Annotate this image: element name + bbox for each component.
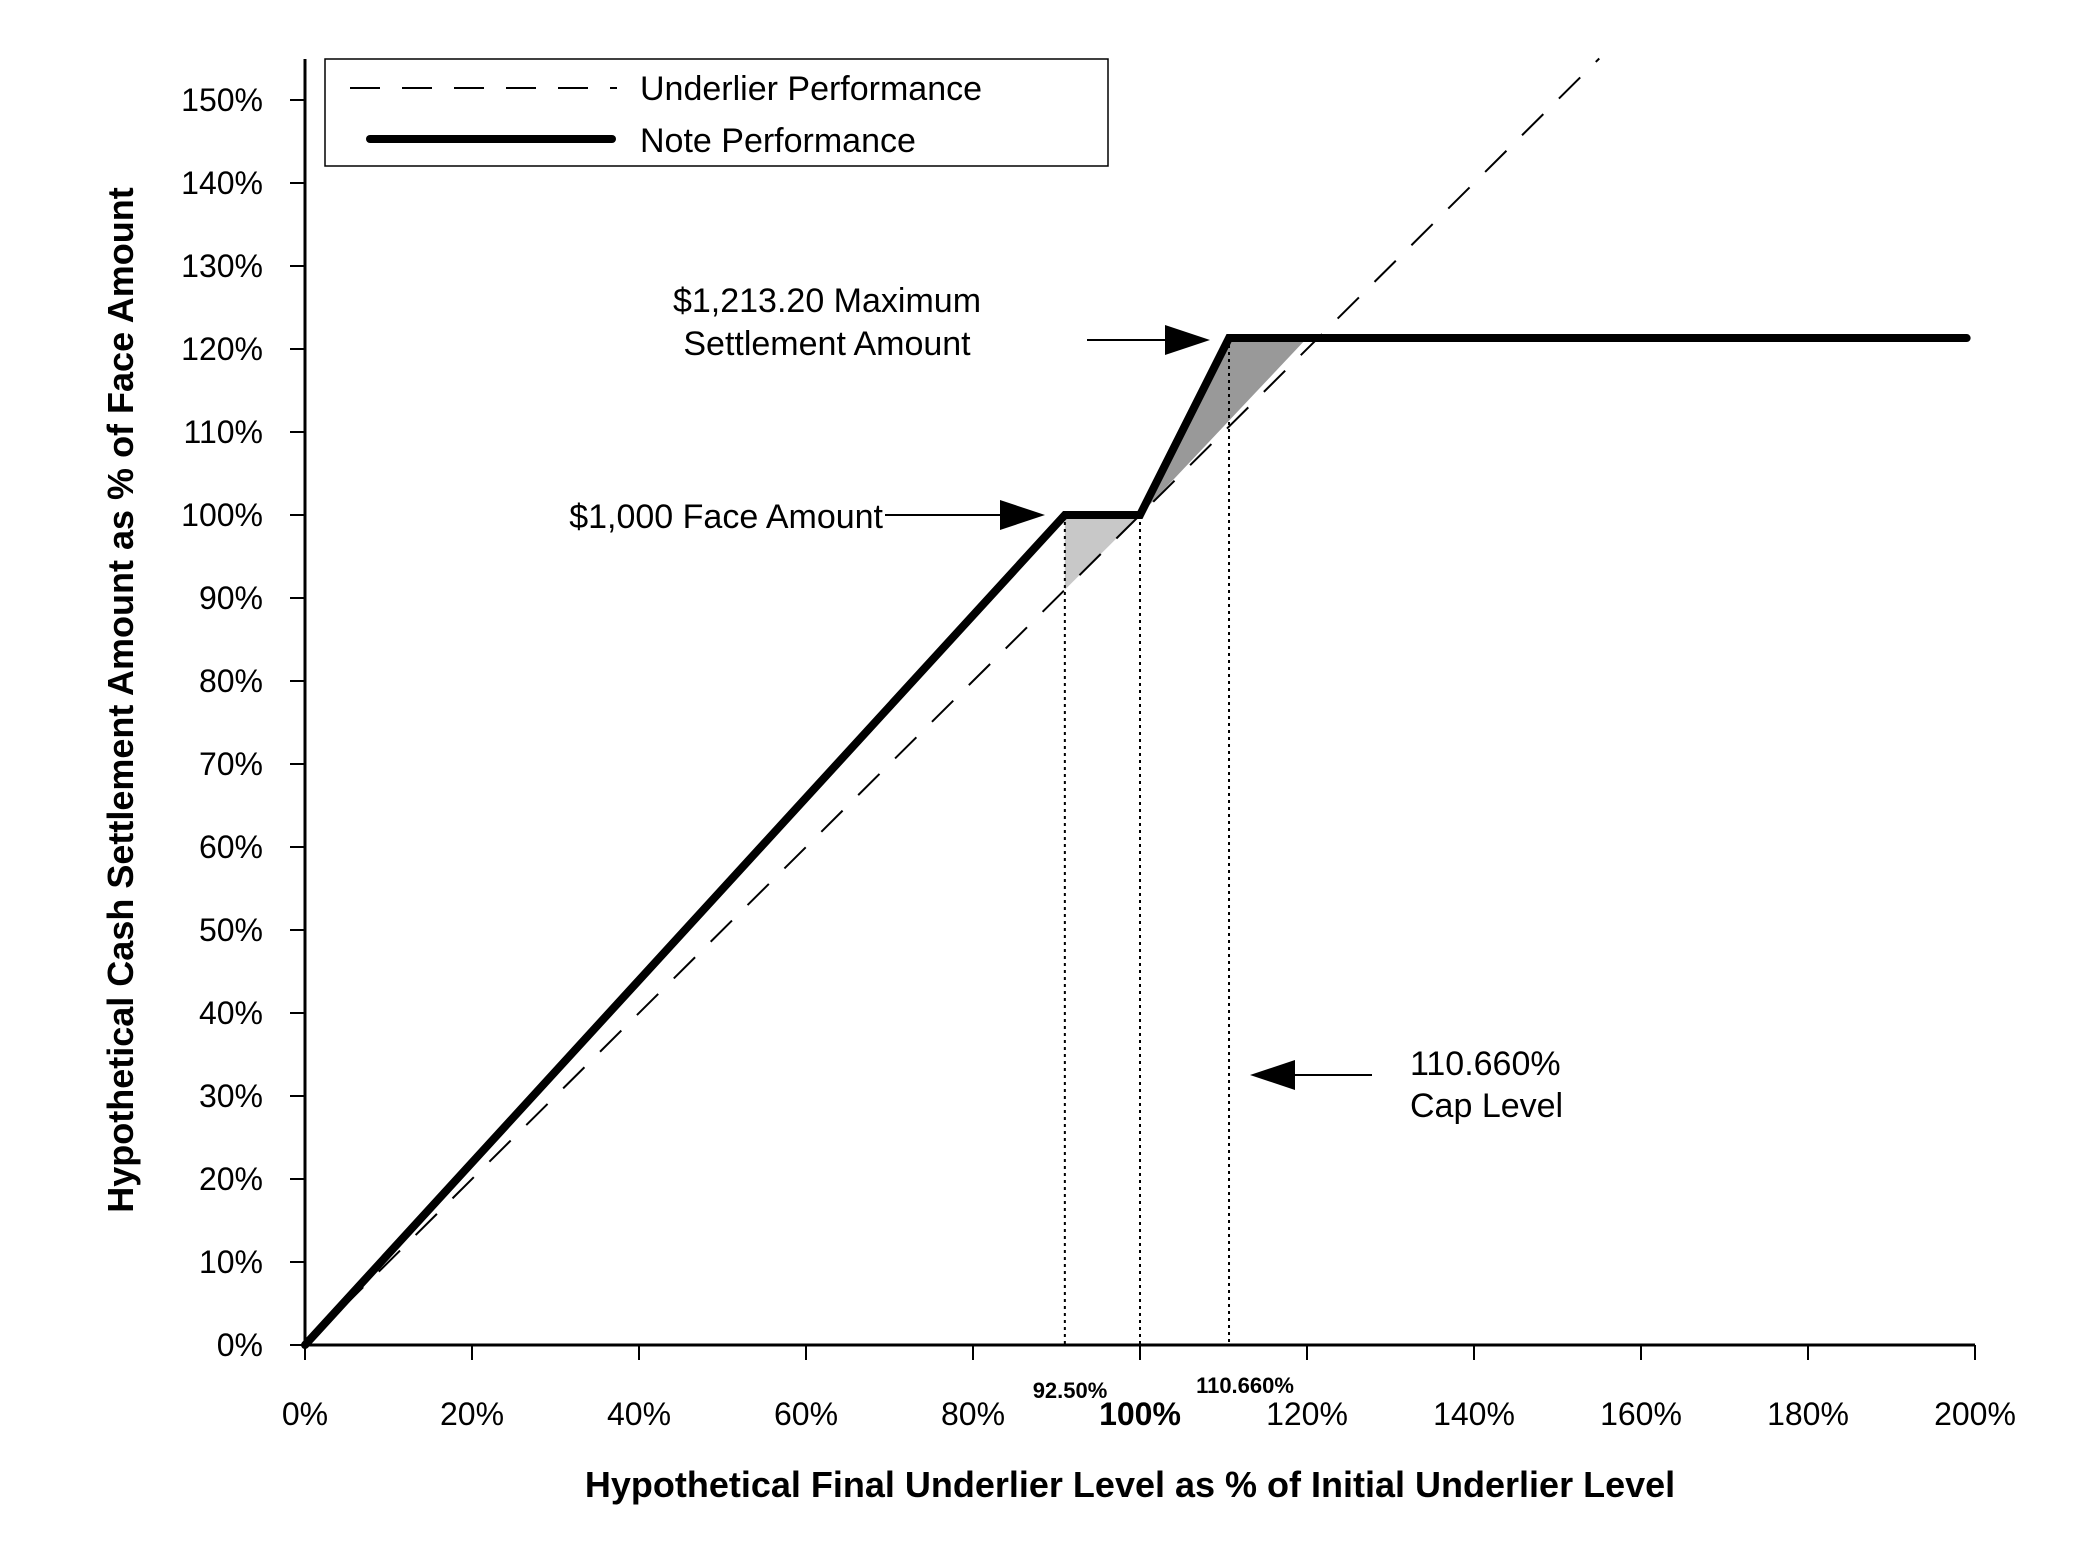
annotation-cap-line2: Cap Level <box>1410 1087 1563 1125</box>
x-tick-label-1: 20% <box>440 1396 504 1432</box>
y-tick-label-10: 100% <box>181 497 263 533</box>
y-tick-label-5: 50% <box>199 912 263 948</box>
annotation-face: $1,000 Face Amount <box>569 498 883 536</box>
x-tick-label-7: 140% <box>1433 1396 1515 1432</box>
annotation-max-arrow-head <box>1165 325 1210 355</box>
reference-label-0: 92.50% <box>1033 1378 1108 1403</box>
y-tick-label-2: 20% <box>199 1161 263 1197</box>
x-tick-label-6: 120% <box>1266 1396 1348 1432</box>
x-tick-label-2: 40% <box>607 1396 671 1432</box>
y-tick-label-12: 120% <box>181 331 263 367</box>
annotation-cap-line1: 110.660% <box>1410 1045 1561 1083</box>
reference-lines: 92.50% 110.660% <box>1033 338 1294 1403</box>
x-ticks: 0% 20% 40% 60% 80% 100% 120% 140% 160% 180% 200% <box>282 1345 2016 1432</box>
series-line-1 <box>301 334 1971 1349</box>
y-tick-label-11: 110% <box>184 414 263 450</box>
x-tick-label-3: 60% <box>774 1396 838 1432</box>
y-tick-label-1: 10% <box>199 1244 263 1280</box>
y-tick-label-15: 150% <box>181 82 263 118</box>
x-axis-title: Hypothetical Final Underlier Level as % … <box>585 1464 1675 1505</box>
series-line-0 <box>304 57 1600 1346</box>
x-tick-label-4: 80% <box>941 1396 1005 1432</box>
annotation-max-line2: Settlement Amount <box>683 325 971 363</box>
y-tick-label-14: 140% <box>181 165 263 201</box>
legend-label-underlier: Underlier Performance <box>640 70 982 108</box>
annotation-cap-arrow-head <box>1250 1060 1295 1090</box>
shaded-regions <box>1064 338 1307 590</box>
legend-label-note: Note Performance <box>640 122 916 160</box>
y-tick-label-0: 0% <box>217 1327 263 1363</box>
annotation-max-line1: $1,213.20 Maximum <box>673 282 981 320</box>
y-tick-label-13: 130% <box>181 248 263 284</box>
x-tick-label-10: 200% <box>1934 1396 2016 1432</box>
y-ticks: 0% 10% 20% 30% 40% 50% 60% 70% 80% 90% 100% 110% 120… <box>181 82 305 1363</box>
legend: Underlier Performance Note Performance <box>324 58 1109 167</box>
annotation-face-arrow-head <box>1000 500 1045 530</box>
y-tick-label-4: 40% <box>199 995 263 1031</box>
x-tick-label-0: 0% <box>282 1396 328 1432</box>
x-tick-label-9: 180% <box>1767 1396 1849 1432</box>
axes: 0% 20% 40% 60% 80% 100% 120% 140% 160% 180% 200% 0… <box>181 59 2016 1432</box>
y-axis-title: Hypothetical Cash Settlement Amount as %… <box>100 187 141 1212</box>
legend-box <box>324 58 1109 167</box>
y-tick-label-8: 80% <box>199 663 263 699</box>
x-tick-label-8: 160% <box>1600 1396 1682 1432</box>
y-tick-label-9: 90% <box>199 580 263 616</box>
shaded-region-1 <box>1140 338 1307 515</box>
reference-label-2: 110.660% <box>1196 1373 1294 1398</box>
y-tick-label-6: 60% <box>199 829 263 865</box>
annotations: $1,213.20 Maximum Settlement Amount $1,0… <box>569 282 1563 1125</box>
y-tick-label-7: 70% <box>199 746 263 782</box>
series-lines <box>301 57 1971 1349</box>
x-tick-label-5: 100% <box>1099 1396 1181 1432</box>
y-tick-label-3: 30% <box>199 1078 263 1114</box>
